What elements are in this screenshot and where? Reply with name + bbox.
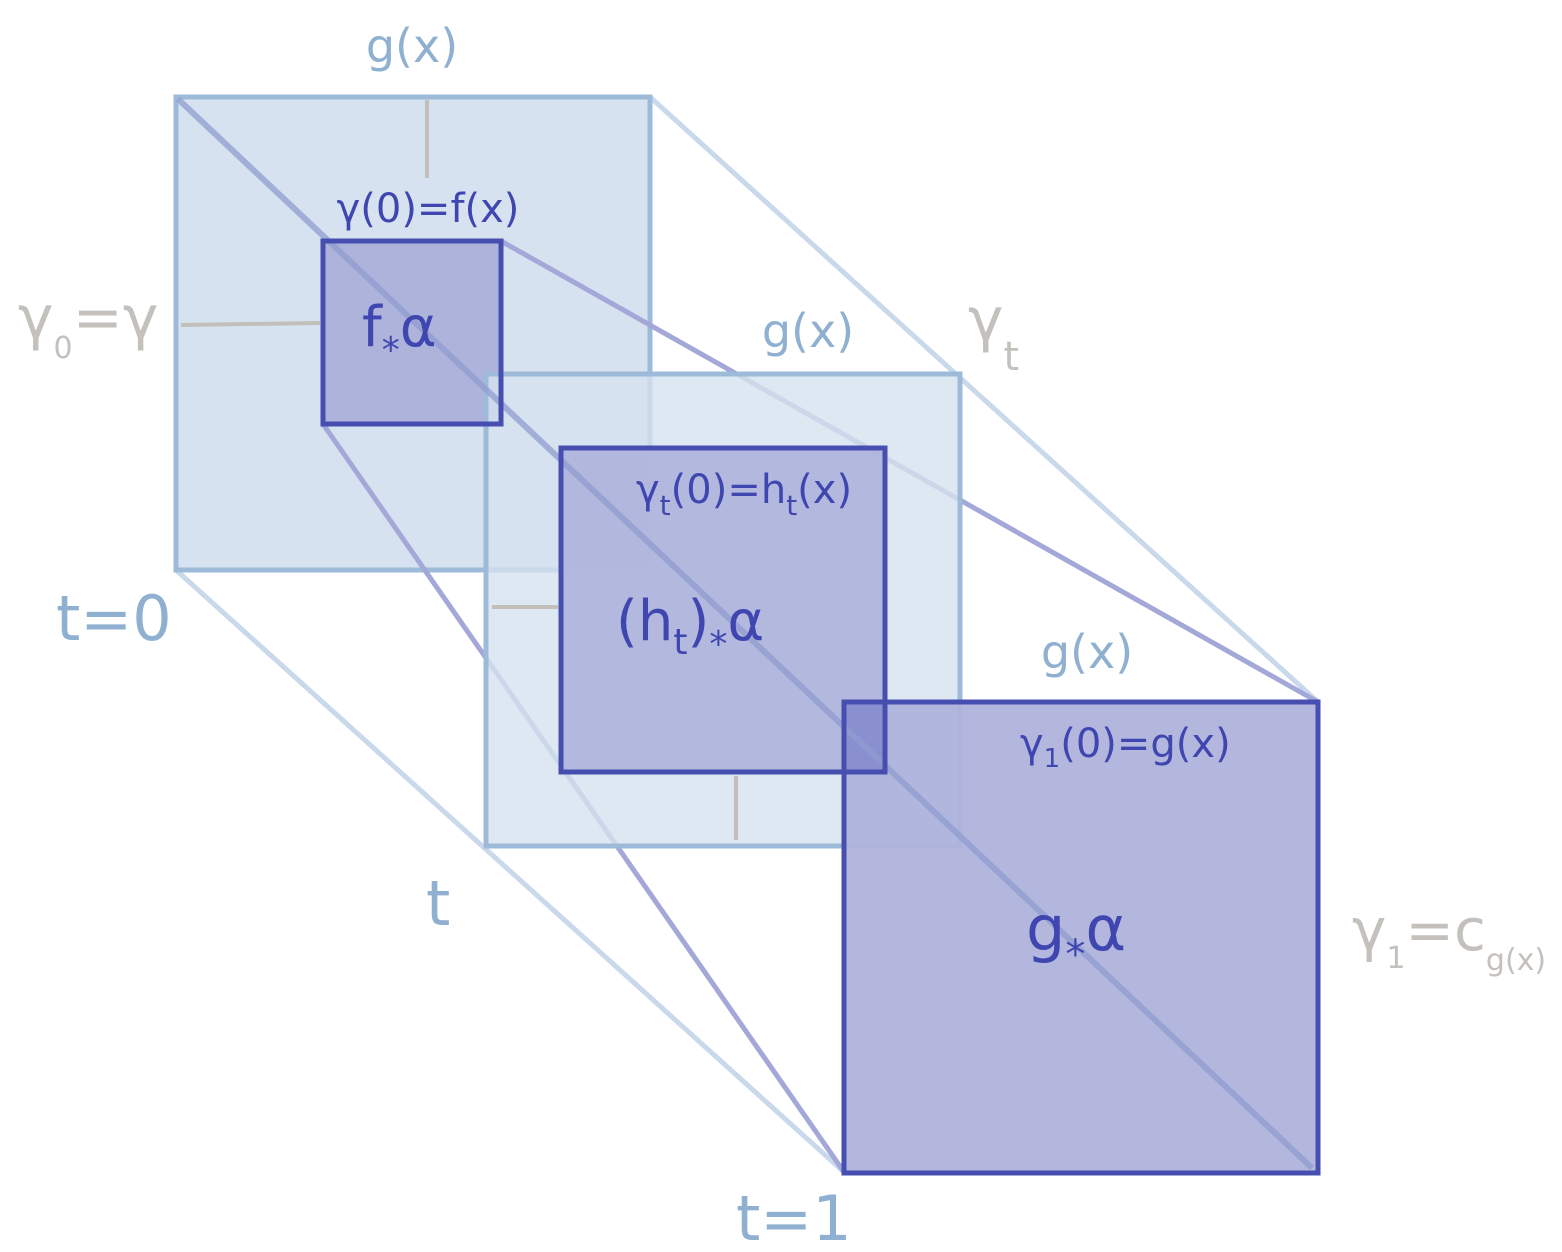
label-gamma1: γ1=cg(x) xyxy=(1352,896,1546,978)
gamma1-symbol: γ xyxy=(1352,896,1386,964)
square-t1-outline xyxy=(841,699,1321,1176)
label-gammat: γt xyxy=(968,285,1019,380)
label-g-top: g(x) xyxy=(366,19,458,73)
label-eq-top: γ(0)=f(x) xyxy=(337,186,520,232)
label-t: t xyxy=(426,867,450,940)
label-gamma0: γ0=γ xyxy=(18,283,158,366)
label-t1: t=1 xyxy=(736,1182,852,1252)
label-f-star-alpha: f*α xyxy=(362,295,437,371)
label-g-middle: g(x) xyxy=(762,304,854,358)
inner-square-t0-outline xyxy=(320,238,504,427)
label-g-star-alpha: g*α xyxy=(1026,892,1126,978)
connector-outer-bottom-left xyxy=(174,568,846,1174)
label-eq-mid: γt(0)=ht(x) xyxy=(636,467,852,522)
inner-square-t-outline xyxy=(558,445,888,775)
label-g-bottom: g(x) xyxy=(1041,625,1133,679)
gamma0-symbol: γ xyxy=(18,283,54,353)
label-eq-bot: γ1(0)=g(x) xyxy=(1020,721,1231,774)
gammat-symbol: γ xyxy=(968,285,1004,355)
gamma0-sub: 0 xyxy=(54,331,73,366)
outer-connectors xyxy=(174,95,1320,1174)
ticks-t0 xyxy=(180,100,429,327)
connector-outer-top-right xyxy=(648,95,1320,704)
main-diagonal xyxy=(175,96,1315,1171)
gamma1-sub: 1 xyxy=(1386,941,1405,976)
gammat-sub: t xyxy=(1004,334,1020,380)
label-t0: t=0 xyxy=(56,582,172,655)
gamma1-rhs-sub: g(x) xyxy=(1486,943,1546,978)
gamma1-rhs: =c xyxy=(1405,896,1486,964)
ticks-t xyxy=(492,605,738,840)
gamma0-rhs: =γ xyxy=(73,283,159,353)
label-ht-star-alpha: (ht)*α xyxy=(616,589,764,665)
